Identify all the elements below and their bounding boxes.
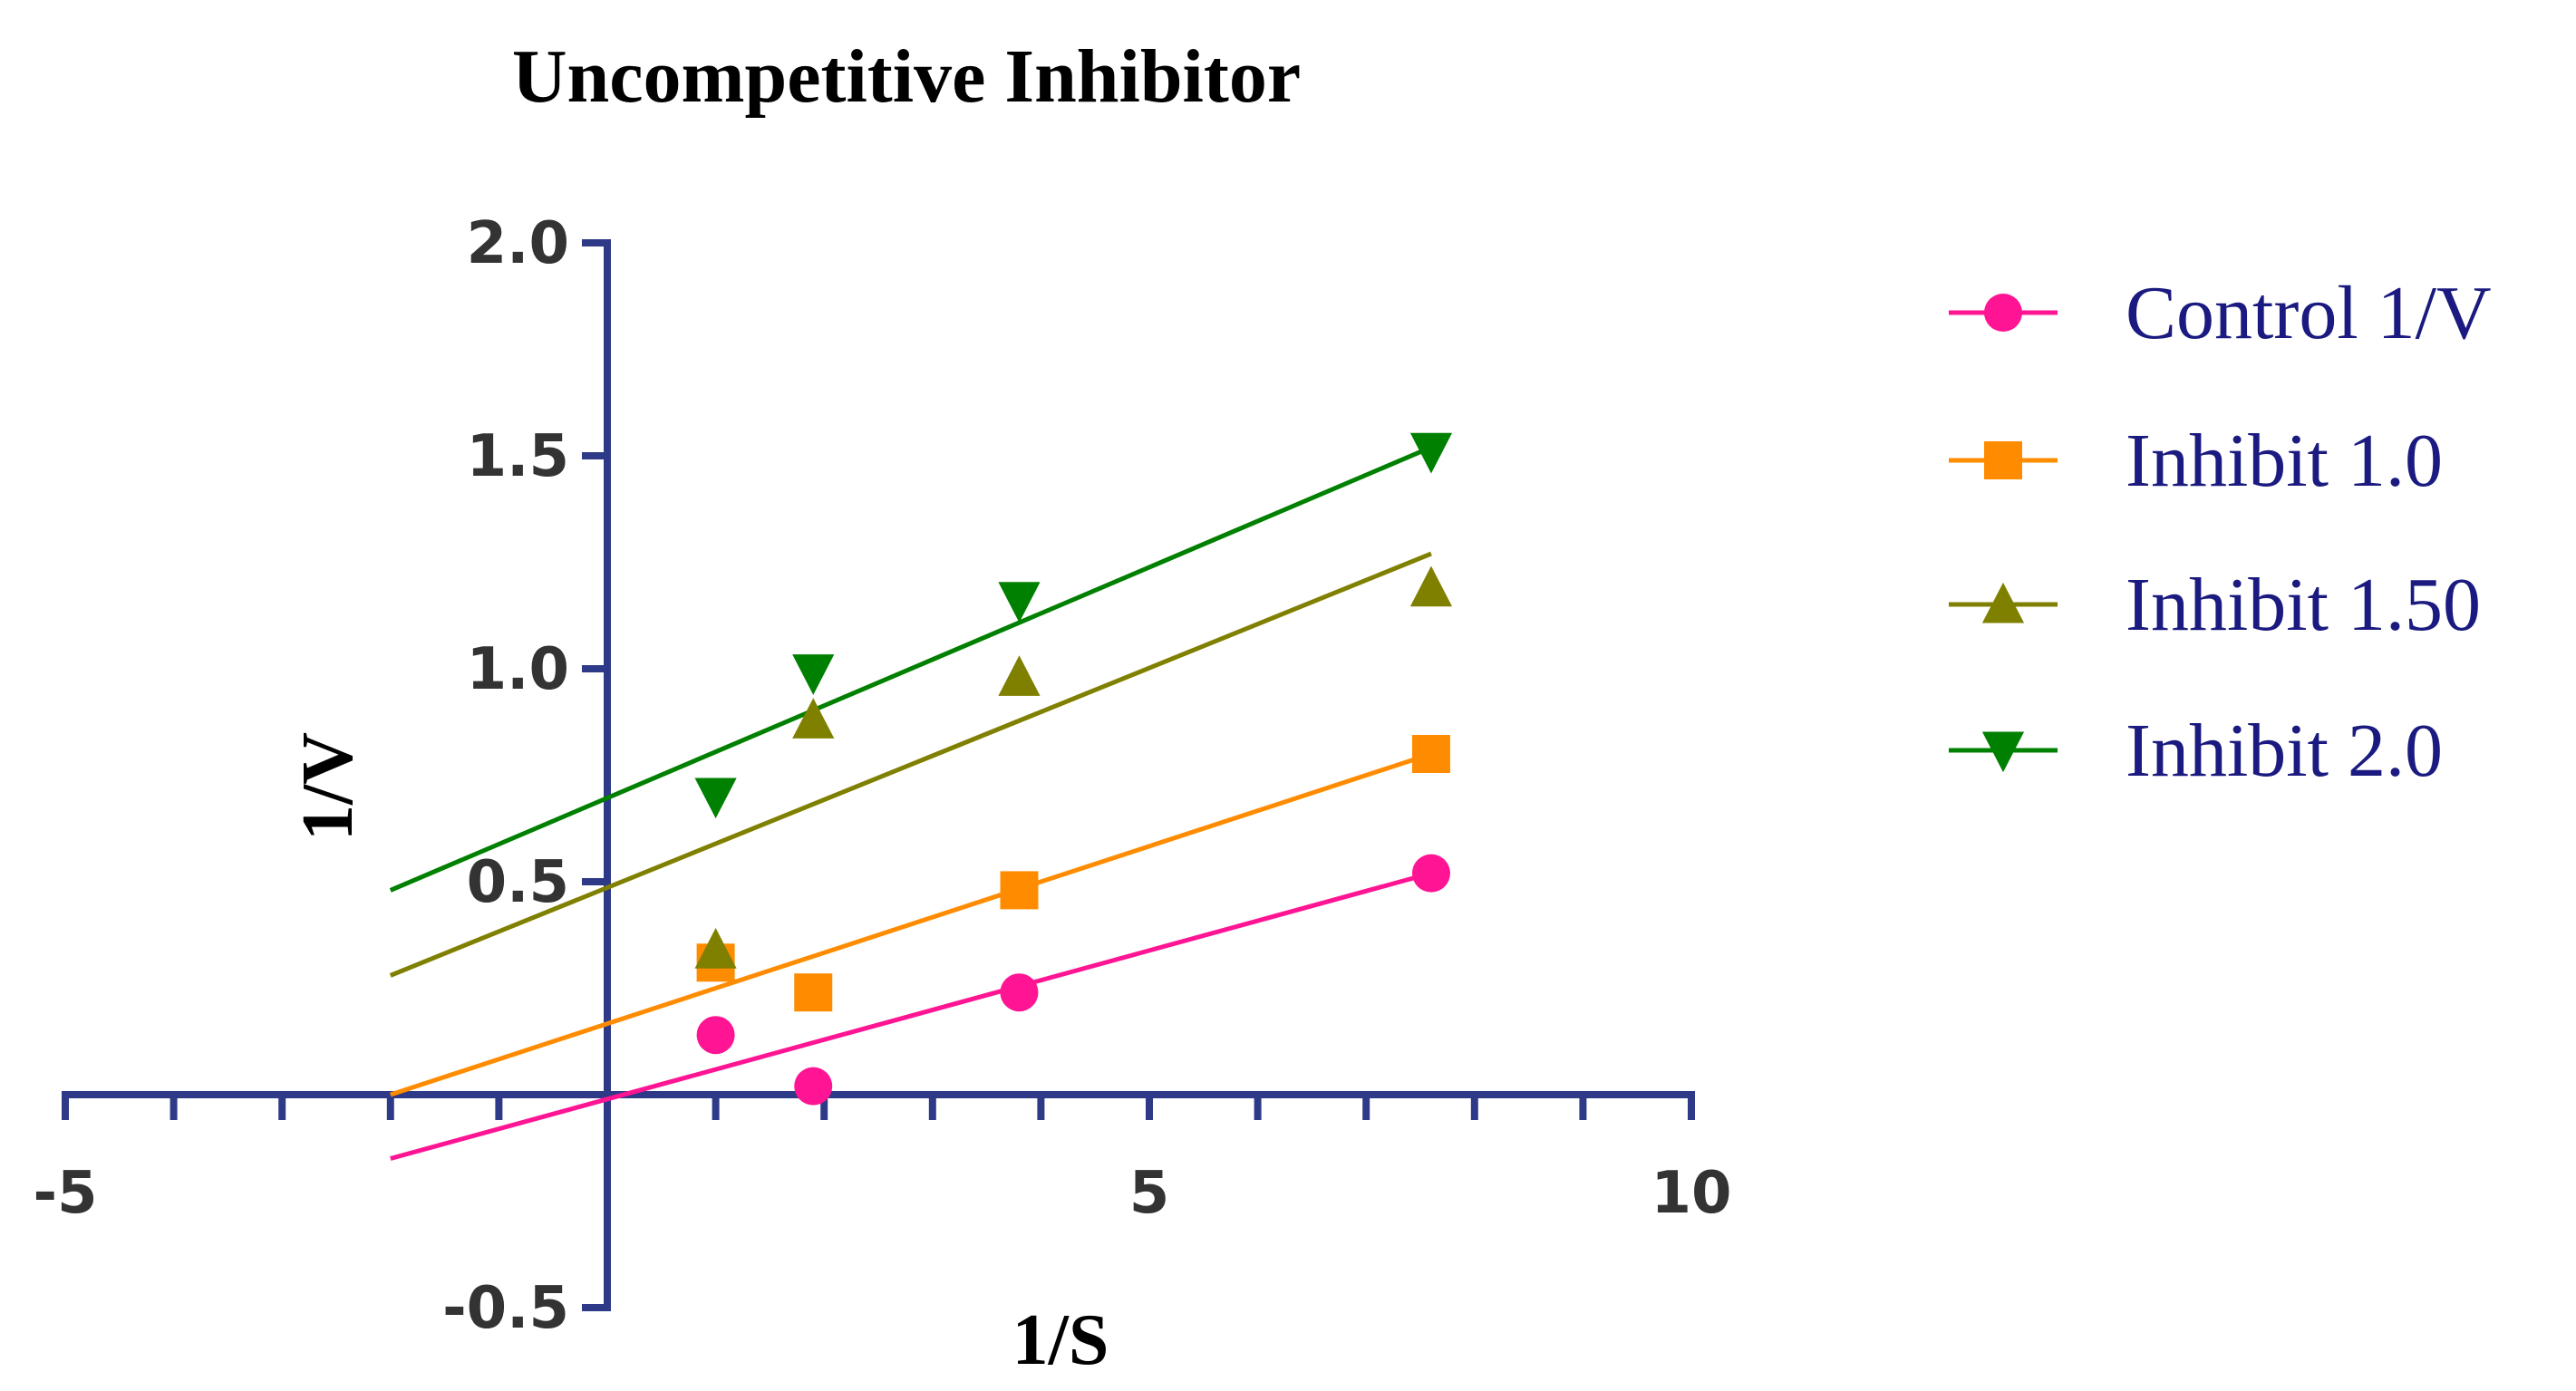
- data-point: [792, 698, 835, 739]
- legend-marker: [1981, 582, 2025, 623]
- data-point: [696, 1016, 735, 1055]
- x-tick-label: 5: [1129, 1160, 1170, 1227]
- legend-marker: [1984, 294, 2022, 332]
- data-points: [694, 432, 1453, 1106]
- data-point: [998, 655, 1041, 696]
- fit-line: [390, 751, 1432, 1097]
- data-point: [792, 654, 835, 695]
- data-point: [794, 1067, 833, 1106]
- legend-marker: [1981, 731, 2025, 773]
- data-point: [1409, 565, 1453, 607]
- data-point: [694, 928, 737, 969]
- legend: Control 1/V Inhibit 1.0 Inhibit 1.50 Inhibi…: [1949, 271, 2492, 793]
- fit-line: [389, 551, 1432, 978]
- y-tick-label: -0.5: [442, 1275, 569, 1342]
- legend-label: Inhibit 2.0: [2126, 709, 2443, 793]
- chart-title: Uncompetitive Inhibitor: [512, 34, 1301, 119]
- x-tick-label: -5: [33, 1160, 97, 1227]
- legend-label: Inhibit 1.0: [2126, 419, 2443, 503]
- y-tick-label: 1.0: [467, 636, 569, 703]
- data-point: [998, 582, 1041, 623]
- data-point: [1409, 432, 1453, 474]
- data-point: [794, 973, 833, 1012]
- data-point: [694, 778, 737, 819]
- y-tick-label: 1.5: [467, 423, 569, 490]
- data-point: [1000, 871, 1039, 910]
- y-tick-label: 0.5: [467, 849, 569, 916]
- data-point: [1411, 735, 1450, 773]
- fit-line: [389, 445, 1432, 893]
- legend-label: Control 1/V: [2126, 271, 2492, 355]
- fit-line: [390, 871, 1432, 1161]
- fit-lines: [389, 445, 1432, 1161]
- legend-marker: [1984, 441, 2022, 479]
- axes: -5 5 10 -0.5 0.5 1.0 1.5 2.0: [33, 210, 1731, 1342]
- y-axis-label: 1/V: [288, 732, 368, 841]
- y-tick-label: 2.0: [467, 210, 569, 277]
- legend-label: Inhibit 1.50: [2126, 563, 2481, 647]
- x-axis-label: 1/S: [1012, 1300, 1109, 1380]
- data-point: [1000, 973, 1039, 1012]
- x-tick-label: 10: [1651, 1160, 1731, 1227]
- data-point: [1411, 854, 1450, 893]
